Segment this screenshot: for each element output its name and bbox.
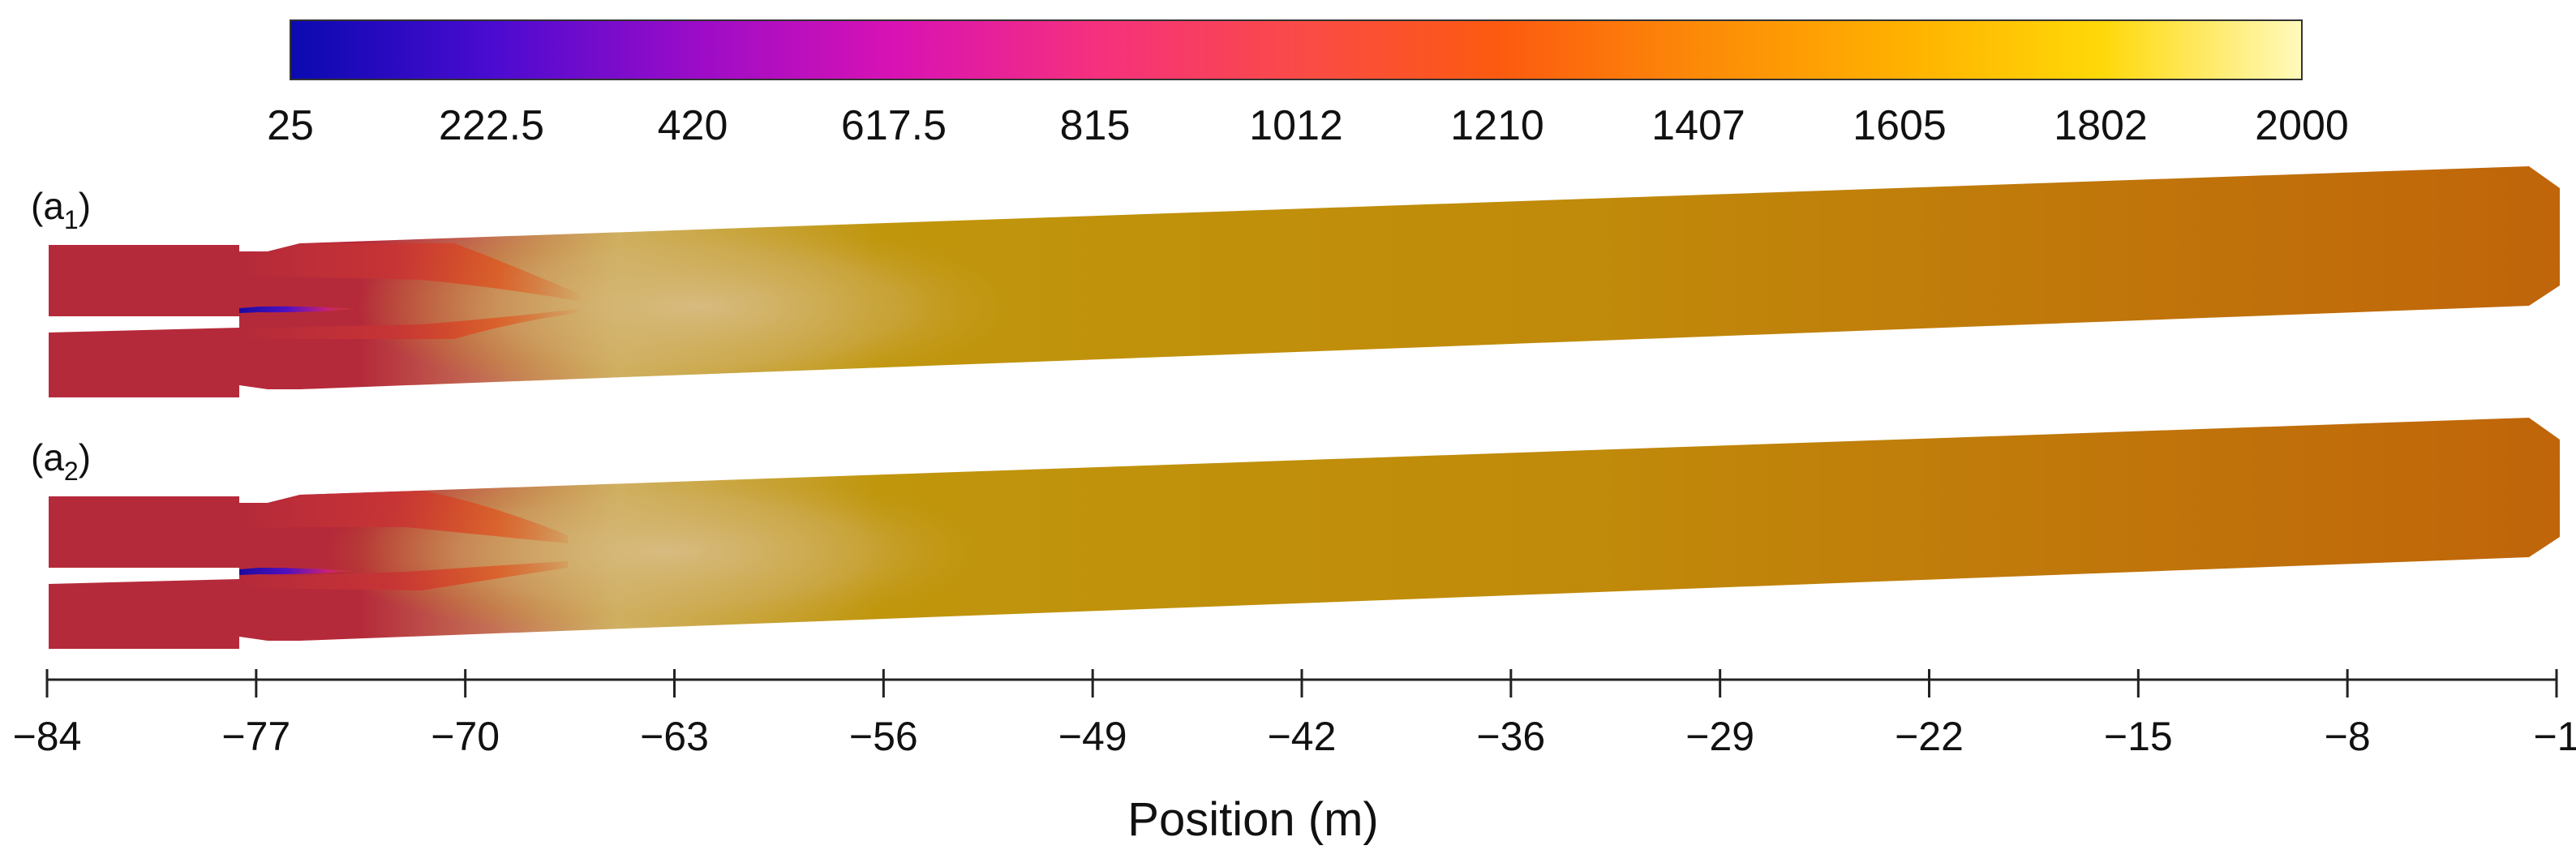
axis-label: Position (m): [1127, 793, 1378, 846]
panel-label-a1: (a1): [31, 185, 91, 234]
fuel-jet-a2: [239, 568, 357, 575]
panel-a2: (a2): [31, 418, 2560, 649]
temperature-field-a2: [49, 418, 2560, 649]
axis-tick-labels: −84 −77 −70 −63 −56 −49 −42 −36 −29 −22 −15 −8 −1: [13, 714, 2576, 759]
axis-tick-label: −49: [1058, 714, 1127, 759]
axis-tick-label: −56: [849, 714, 918, 759]
axis-tick-label: −42: [1268, 714, 1337, 759]
flame-front-a1-upper: [243, 243, 584, 302]
position-axis: −84 −77 −70 −63 −56 −49 −42 −36 −29 −22 −15 −8 −1 Po…: [13, 669, 2576, 846]
colorbar-tick-label: 815: [1060, 102, 1131, 149]
colorbar-tick-label: 222.5: [439, 102, 544, 149]
colorbar-gradient: [290, 19, 2303, 80]
panel-a1: (a1): [31, 166, 2560, 397]
colorbar-tick-label: 25: [267, 102, 314, 149]
colorbar-tick-labels: 25 222.5 420 617.5 815 1012 1210 1407 1605 1802 20…: [267, 102, 2349, 149]
axis-tick-label: −84: [13, 714, 82, 759]
axis-tick-label: −15: [2104, 714, 2173, 759]
colorbar-tick-label: 1802: [2054, 102, 2148, 149]
colorbar: 25 222.5 420 617.5 815 1012 1210 1407 1605 1802 20…: [267, 19, 2349, 149]
colorbar-tick-label: 1605: [1853, 102, 1947, 149]
fuel-jet-a1: [239, 306, 357, 313]
axis-tick-label: −29: [1685, 714, 1754, 759]
axis-tick-marks: [45, 669, 2558, 697]
axis-tick-label: −8: [2325, 714, 2371, 759]
colorbar-tick-label: 2000: [2255, 102, 2349, 149]
colorbar-tick-label: 1012: [1249, 102, 1343, 149]
axis-tick-label: −70: [431, 714, 500, 759]
axis-tick-label: −22: [1895, 714, 1964, 759]
colorbar-tick-label: 617.5: [841, 102, 947, 149]
axis-tick-label: −77: [221, 714, 290, 759]
flame-front-a2-lower: [243, 561, 568, 590]
panel-label-a2: (a2): [31, 436, 91, 486]
colorbar-tick-label: 1407: [1651, 102, 1745, 149]
axis-tick-label: −63: [640, 714, 709, 759]
axis-tick-label: −1: [2533, 714, 2576, 759]
flame-front-a1-lower: [243, 308, 584, 339]
temperature-field-a1: [49, 166, 2560, 397]
axis-tick-label: −36: [1476, 714, 1545, 759]
flame-front-a2-upper: [243, 491, 568, 543]
colorbar-tick-label: 420: [658, 102, 728, 149]
colorbar-tick-label: 1210: [1450, 102, 1544, 149]
